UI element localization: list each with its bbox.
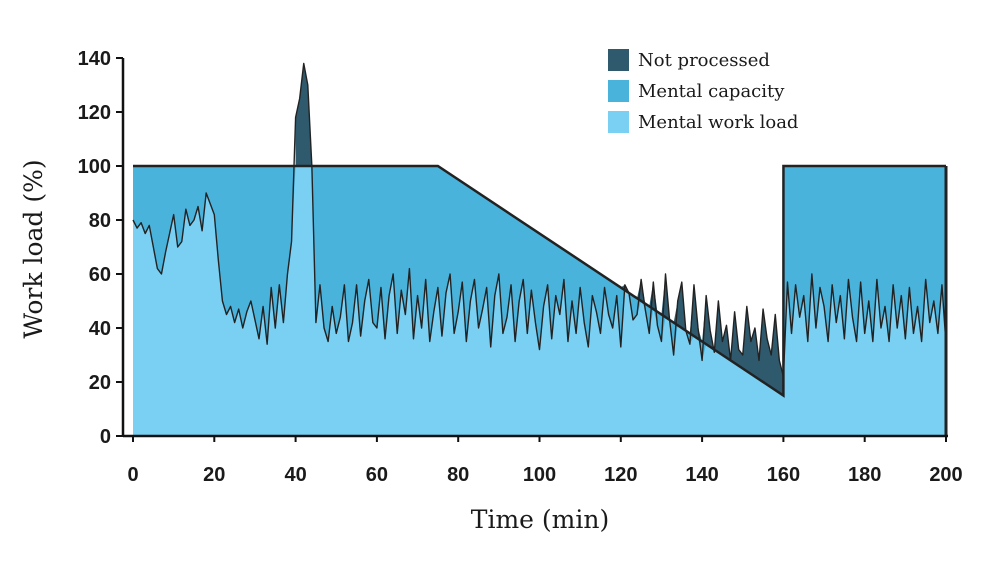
- legend-swatch: [608, 111, 629, 133]
- y-tick-label: 140: [78, 48, 111, 70]
- y-tick-label: 120: [78, 102, 111, 124]
- legend-label: Mental work load: [638, 112, 798, 133]
- legend-label: Mental capacity: [638, 81, 785, 102]
- y-tick-label: 20: [89, 372, 111, 394]
- x-tick-label: 60: [366, 464, 388, 486]
- mental-capacity-line: [133, 164, 946, 398]
- x-tick-label: 160: [767, 464, 800, 486]
- x-tick-label: 200: [929, 464, 962, 486]
- legend: Not processed Mental capacity Mental work …: [608, 49, 798, 133]
- y-tick-label: 60: [89, 264, 111, 286]
- x-tick-label: 80: [447, 464, 469, 486]
- x-tick-label: 40: [284, 464, 306, 486]
- x-tick-label: 120: [604, 464, 637, 486]
- x-tick-label: 180: [848, 464, 881, 486]
- y-tick-label: 40: [89, 318, 111, 340]
- plot-area: [132, 62, 948, 436]
- legend-swatch: [608, 80, 629, 102]
- y-tick-label: 100: [78, 156, 111, 178]
- mental-work-load-line: [132, 62, 947, 378]
- x-tick-label: 0: [127, 464, 138, 486]
- legend-swatch: [608, 49, 629, 71]
- y-tick-label: 80: [89, 210, 111, 232]
- x-tick-label: 20: [203, 464, 225, 486]
- x-tick-label: 100: [523, 464, 556, 486]
- x-axis-title: Time (min): [471, 505, 609, 534]
- axes: 0 20 40 60 80 100 120 140 0 20 40 60 80 100 120 140 160 1…: [78, 48, 963, 486]
- y-tick-label: 0: [100, 426, 111, 448]
- x-tick-label: 140: [685, 464, 718, 486]
- y-axis-title: Work load (%): [19, 159, 48, 338]
- legend-label: Not processed: [638, 50, 770, 71]
